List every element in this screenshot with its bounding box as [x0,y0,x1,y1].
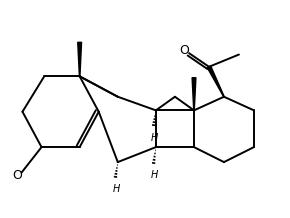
Text: H: H [151,133,158,143]
Polygon shape [78,42,81,76]
Text: H: H [151,170,158,180]
Text: O: O [12,169,22,182]
Polygon shape [192,78,196,110]
Text: O: O [180,44,189,57]
Text: H: H [113,184,120,194]
Polygon shape [207,66,224,97]
